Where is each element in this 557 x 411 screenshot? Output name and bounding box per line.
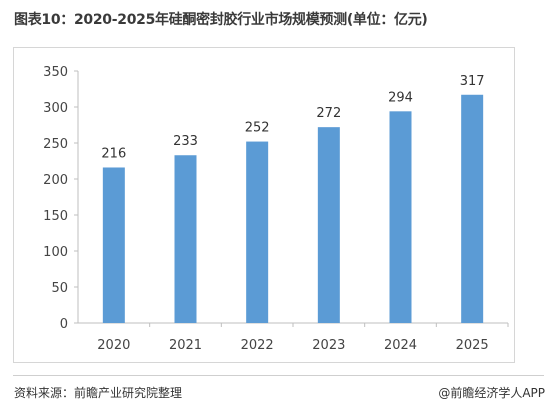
- data-label-2024: 294: [388, 90, 413, 105]
- y-tick-label: 100: [43, 245, 68, 260]
- y-tick-label: 200: [43, 173, 68, 188]
- brand-credit: @前瞻经济学人APP: [438, 386, 545, 400]
- bar-2023: [317, 127, 340, 323]
- x-tick-label-2023: 2023: [312, 338, 345, 353]
- x-tick-label-2024: 2024: [384, 338, 417, 353]
- bar-2024: [389, 111, 412, 323]
- source-note: 资料来源：前瞻产业研究院整理: [14, 386, 183, 400]
- data-label-2022: 252: [245, 121, 270, 136]
- bar-2025: [461, 94, 484, 323]
- x-tick-label-2025: 2025: [456, 338, 489, 353]
- data-label-2023: 272: [316, 106, 341, 121]
- data-label-2025: 317: [460, 74, 485, 89]
- y-tick-label: 250: [43, 137, 68, 152]
- data-label-2020: 216: [101, 146, 126, 161]
- footer-divider: [13, 375, 544, 376]
- chart-frame: [13, 47, 515, 363]
- bar-2022: [246, 141, 269, 323]
- bar-2021: [174, 155, 197, 323]
- y-tick-label: 150: [43, 209, 68, 224]
- chart-title: 图表10：2020-2025年硅酮密封胶行业市场规模预测(单位：亿元): [14, 12, 428, 28]
- x-tick-label-2020: 2020: [97, 338, 130, 353]
- y-tick-label: 0: [60, 317, 68, 332]
- y-tick-label: 50: [51, 281, 68, 296]
- y-tick-label: 350: [43, 65, 68, 80]
- data-label-2021: 233: [173, 134, 198, 149]
- x-tick-label-2021: 2021: [169, 338, 202, 353]
- x-tick-label-2022: 2022: [241, 338, 274, 353]
- y-tick-label: 300: [43, 101, 68, 116]
- bar-2020: [102, 167, 125, 323]
